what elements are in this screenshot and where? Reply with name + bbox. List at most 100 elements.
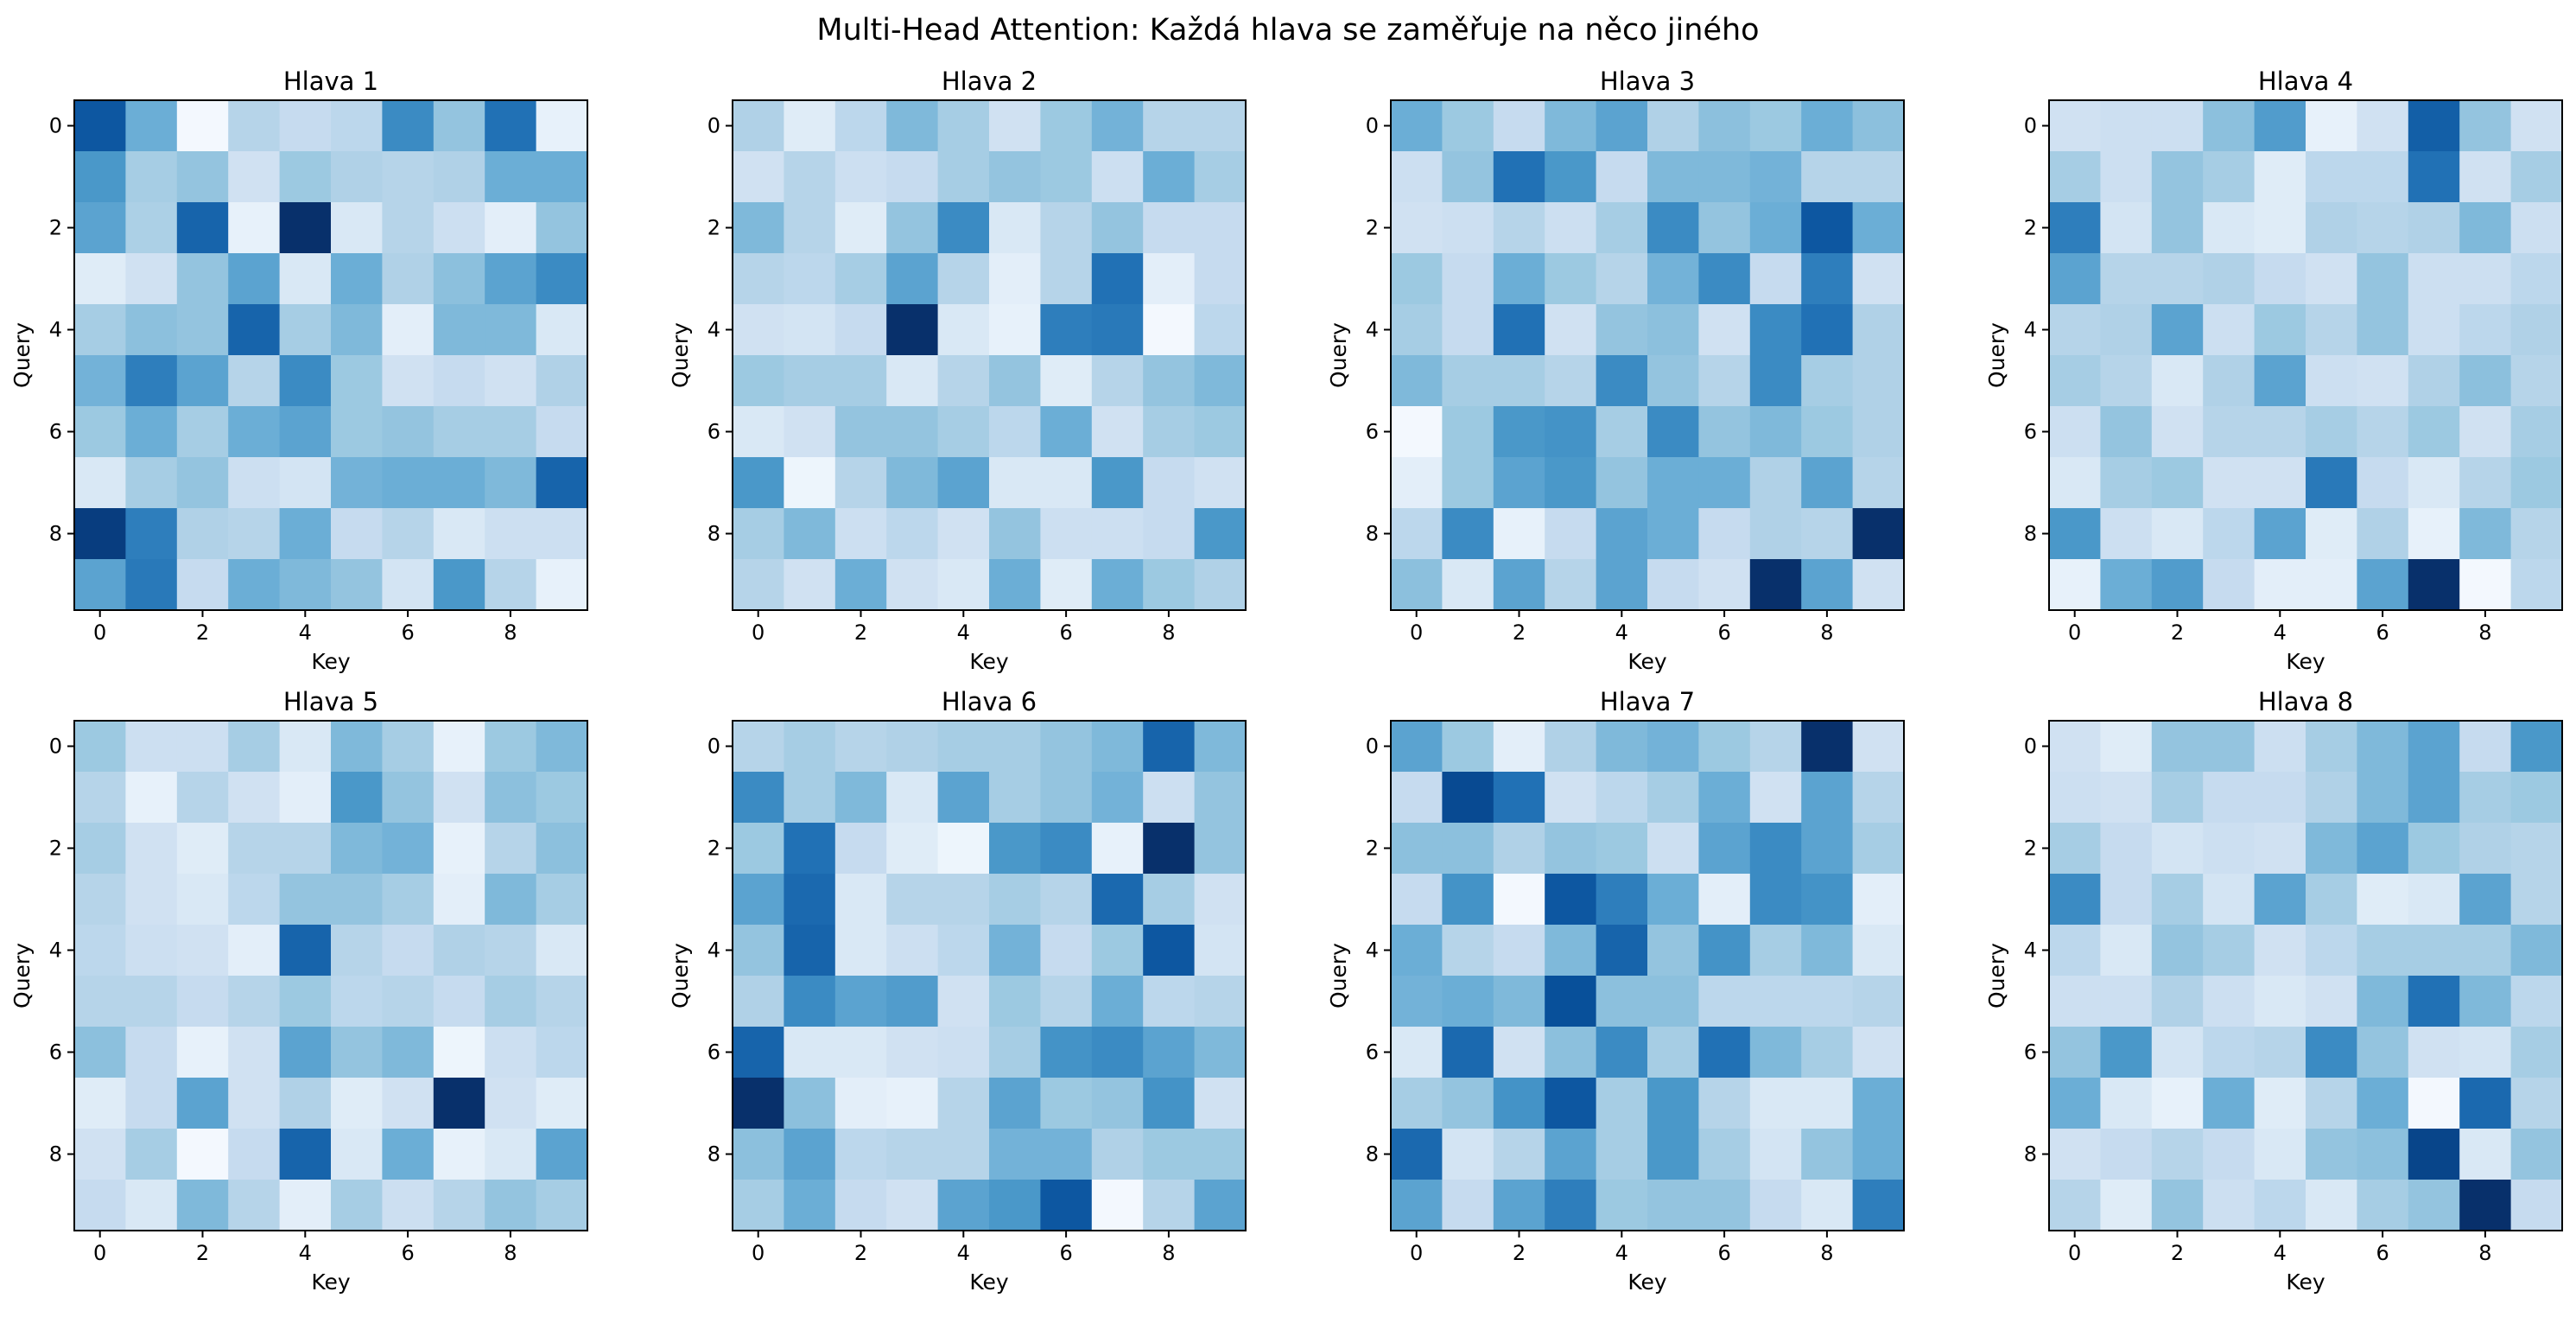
heatmap-cell — [1596, 559, 1648, 611]
heatmap-cell — [2049, 1129, 2101, 1180]
heatmap-cell — [2306, 406, 2357, 458]
heatmap-cell — [1596, 202, 1648, 254]
heatmap-cell — [1698, 100, 1751, 152]
heatmap-cell — [433, 202, 485, 254]
heatmap-cell — [2254, 976, 2306, 1028]
heatmap-cell — [1493, 457, 1545, 509]
heatmap-cell — [733, 823, 784, 875]
heatmap-cell — [1545, 151, 1597, 203]
x-tick-label: 0 — [93, 1241, 106, 1265]
heatmap-cell — [2459, 100, 2512, 152]
heatmap-cell — [2510, 253, 2563, 305]
heatmap-cell — [1391, 1129, 1443, 1180]
heatmap-cell — [74, 976, 126, 1028]
heatmap-cell — [1391, 721, 1443, 773]
heatmap-cell — [1698, 508, 1751, 560]
heatmap-cell — [1391, 1027, 1443, 1078]
heatmap-cell — [2510, 508, 2563, 560]
y-tick-label: 0 — [1366, 114, 1379, 138]
heatmap-cell — [2100, 1180, 2153, 1231]
heatmap-cell — [733, 355, 784, 407]
heatmap-cell — [1493, 202, 1545, 254]
heatmap-cell — [886, 874, 939, 926]
heatmap-cell — [2306, 925, 2357, 977]
heatmap-cell — [1852, 874, 1905, 926]
heatmap-cell — [1545, 559, 1597, 611]
heatmap-cell — [834, 823, 887, 875]
heatmap-cell — [2459, 721, 2512, 773]
heatmap-cell — [784, 559, 836, 611]
heatmap-cell — [279, 1129, 332, 1180]
x-tick-label: 8 — [2478, 1241, 2491, 1265]
heatmap-cell — [433, 976, 485, 1028]
heatmap-cell — [1040, 925, 1093, 977]
heatmap-cell — [784, 1129, 836, 1180]
heatmap-cell — [125, 304, 178, 356]
x-tick-label: 8 — [1162, 620, 1175, 645]
y-tick-label: 4 — [49, 318, 62, 342]
heatmap-cell — [536, 925, 588, 977]
x-tick-label: 4 — [2274, 1241, 2287, 1265]
heatmap-cell — [1442, 823, 1494, 875]
heatmap-cell — [536, 1078, 588, 1129]
x-axis-label: Key — [311, 649, 351, 674]
heatmap-cell — [2408, 559, 2460, 611]
heatmap-cell — [2151, 100, 2204, 152]
heatmap-cell — [382, 1078, 435, 1129]
heatmap-cell — [1698, 355, 1751, 407]
heatmap-cell — [382, 976, 435, 1028]
heatmap-cell — [937, 406, 990, 458]
heatmap-cell — [989, 772, 1041, 824]
heatmap-cell — [1545, 100, 1597, 152]
y-tick-label: 4 — [1366, 938, 1379, 963]
heatmap-cell — [125, 508, 178, 560]
heatmap-cell — [1493, 151, 1545, 203]
heatmap-cell — [1040, 823, 1093, 875]
heatmap-cell — [2510, 976, 2563, 1028]
heatmap-cell — [989, 925, 1041, 977]
heatmap-cell — [74, 457, 126, 509]
heatmap-cell — [536, 772, 588, 824]
x-tick-label: 8 — [1820, 620, 1833, 645]
heatmap-cell — [228, 304, 281, 356]
heatmap-cell — [1493, 1027, 1545, 1078]
heatmap-cell — [1749, 151, 1802, 203]
heatmap-cell — [2151, 976, 2204, 1028]
heatmap-cells — [1391, 100, 1905, 611]
heatmap-cell — [989, 874, 1041, 926]
heatmap-cell — [784, 355, 836, 407]
heatmap-cell — [382, 202, 435, 254]
panel-title: Hlava 5 — [283, 687, 378, 716]
heatmap-cell — [2306, 508, 2357, 560]
heatmap-cell — [1596, 406, 1648, 458]
heatmap-cell — [1143, 721, 1196, 773]
heatmap-cell — [2049, 1027, 2101, 1078]
heatmap-cell — [176, 925, 229, 977]
heatmap-cell — [1698, 1180, 1751, 1231]
heatmap-cell — [2151, 874, 2204, 926]
heatmap-cell — [1749, 1078, 1802, 1129]
heatmap-cell — [2151, 457, 2204, 509]
y-tick-label: 6 — [2024, 420, 2037, 444]
heatmap-cell — [2306, 304, 2357, 356]
heatmap-cell — [125, 925, 178, 977]
heatmap-cell — [228, 100, 281, 152]
heatmap-cell — [536, 559, 588, 611]
heatmap-cell — [2510, 355, 2563, 407]
heatmap-cell — [1143, 100, 1196, 152]
heatmap-cell — [1596, 823, 1648, 875]
heatmap-cell — [1801, 151, 1854, 203]
heatmap-cell — [279, 925, 332, 977]
heatmap-cell — [125, 1129, 178, 1180]
heatmap-cell — [1194, 457, 1247, 509]
heatmap-cell — [2510, 1180, 2563, 1231]
heatmap-cell — [1545, 508, 1597, 560]
heatmap-cell — [2357, 406, 2409, 458]
heatmap-cell — [485, 559, 537, 611]
heatmap-cell — [2459, 1027, 2512, 1078]
heatmap-cell — [1801, 1078, 1854, 1129]
heatmap-cell — [74, 559, 126, 611]
heatmap-cell — [733, 151, 784, 203]
heatmap-cell — [834, 721, 887, 773]
heatmap-cell — [834, 976, 887, 1028]
